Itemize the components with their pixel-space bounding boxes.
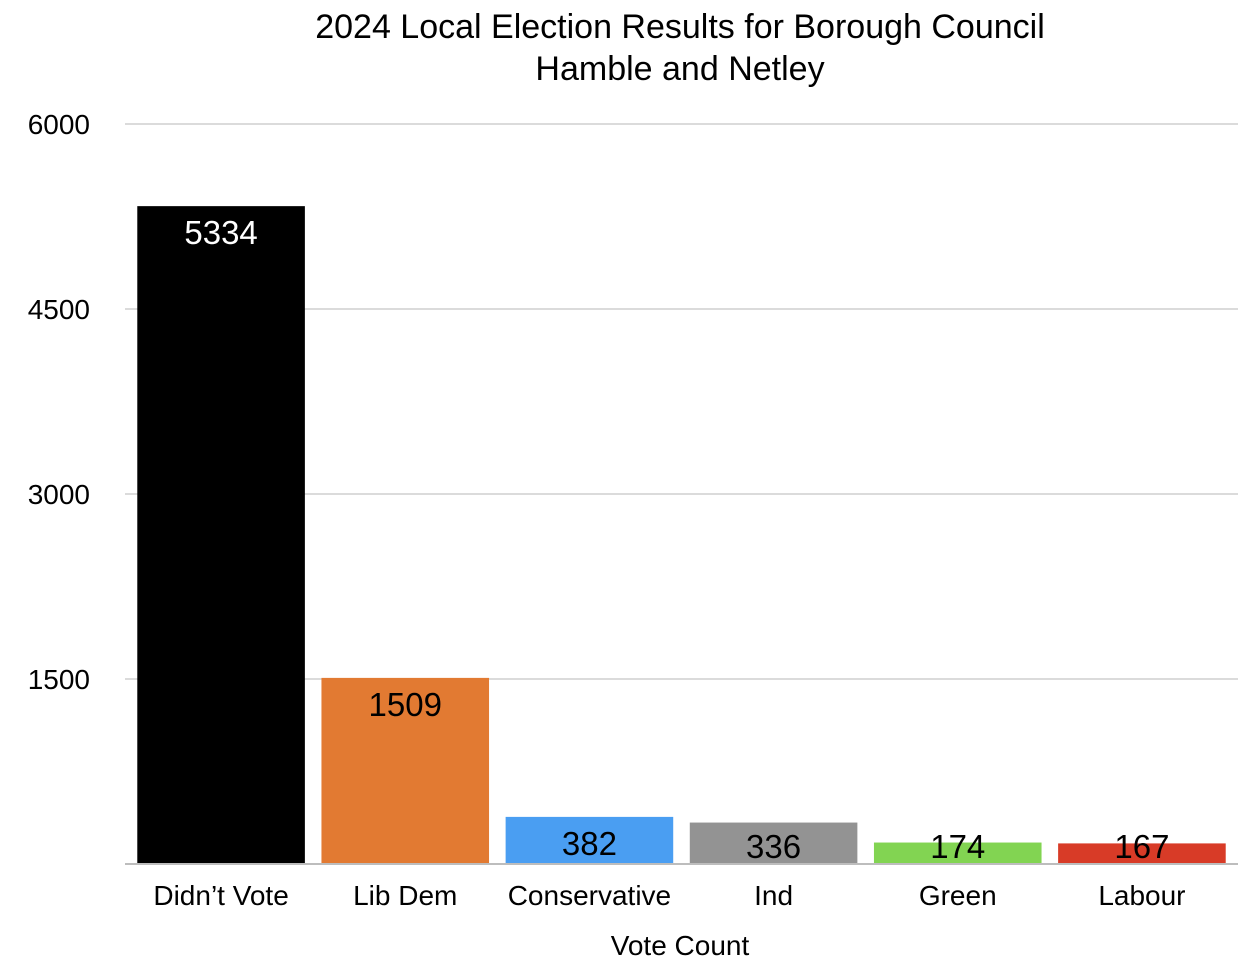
x-category-label: Green [919, 880, 997, 911]
x-category-label: Labour [1098, 880, 1185, 911]
chart-title: 2024 Local Election Results for Borough … [315, 8, 1045, 46]
bar [873, 842, 1042, 864]
x-category-label: Lib Dem [353, 880, 457, 911]
y-tick-label: 4500 [28, 294, 90, 325]
y-tick-label: 1500 [28, 664, 90, 695]
x-category-label: Didn’t Vote [153, 880, 288, 911]
data-label: 167 [1114, 828, 1169, 865]
gridlines [125, 123, 1238, 680]
y-axis-ticks: 1500 3000 4500 6000 [28, 109, 90, 695]
bar [689, 822, 858, 864]
bar [137, 206, 305, 864]
data-label: 336 [746, 828, 801, 865]
bar [1058, 843, 1226, 864]
y-tick-label: 6000 [28, 109, 90, 140]
data-label: 5334 [184, 214, 257, 251]
x-category-label: Ind [754, 880, 793, 911]
data-label: 174 [930, 828, 985, 865]
y-tick-label: 3000 [28, 479, 90, 510]
data-labels: 5334 1509 382 336 174 167 [184, 214, 1169, 865]
x-axis-title: Vote Count [611, 930, 750, 961]
x-axis-categories: Didn’t Vote Lib Dem Conservative Ind Green La… [153, 880, 1185, 911]
bar [321, 677, 490, 864]
bar [505, 816, 674, 864]
data-label: 1509 [369, 686, 442, 723]
bars [137, 206, 1226, 864]
data-label: 382 [562, 825, 617, 862]
chart-subtitle: Hamble and Netley [535, 50, 824, 88]
x-category-label: Conservative [508, 880, 671, 911]
